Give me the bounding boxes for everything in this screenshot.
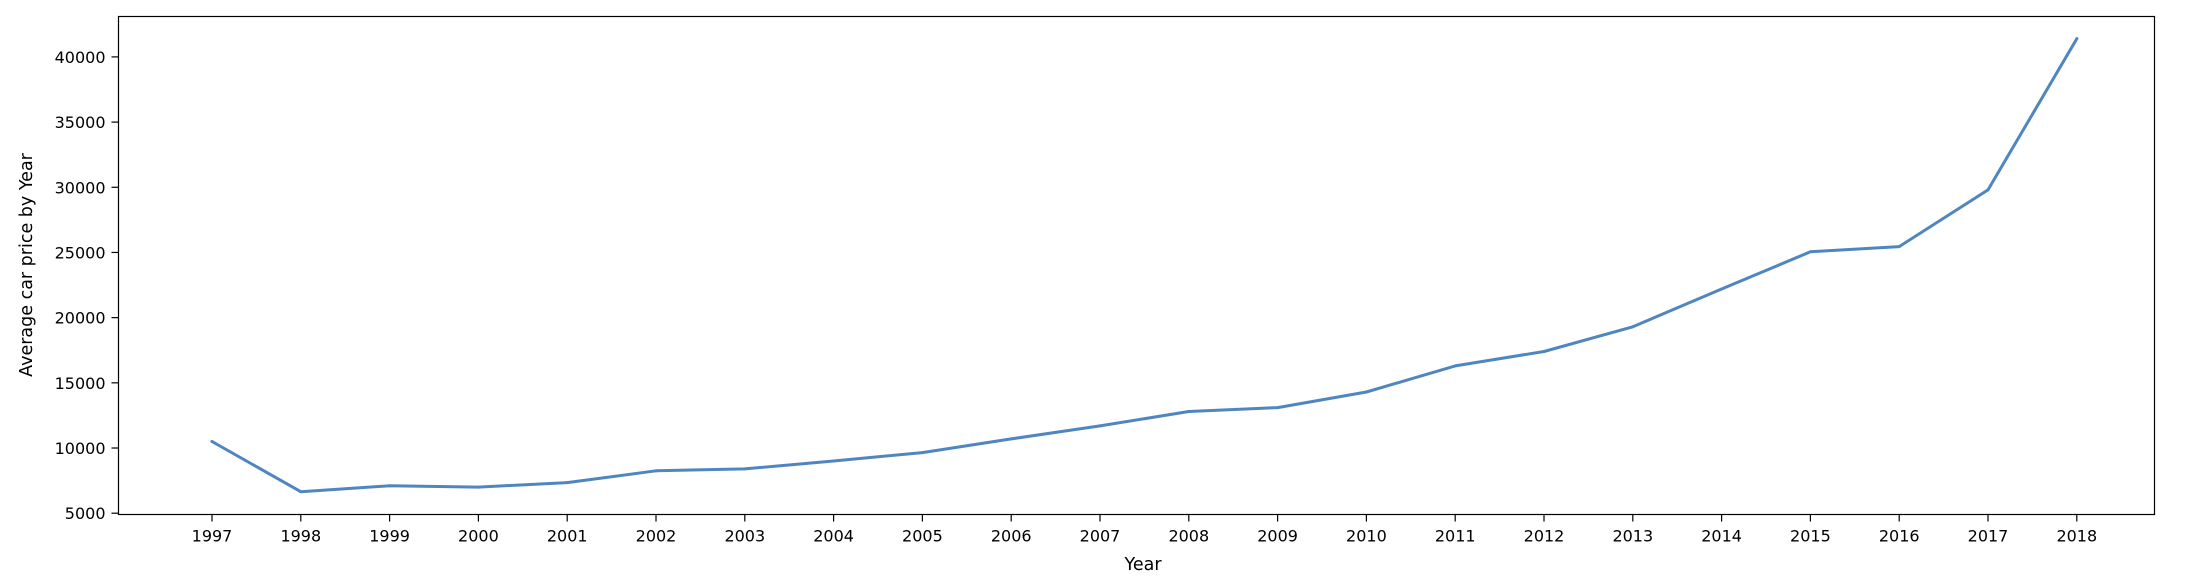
data-point bbox=[1897, 245, 1901, 249]
data-point bbox=[832, 459, 836, 463]
x-tick-label: 2012 bbox=[1524, 527, 1565, 546]
x-tick-label: 1997 bbox=[192, 527, 233, 546]
data-point bbox=[1276, 406, 1280, 410]
y-axis-title: Average car price by Year bbox=[17, 152, 37, 377]
x-tick-label: 2015 bbox=[1790, 527, 1831, 546]
x-tick-label: 2010 bbox=[1346, 527, 1387, 546]
x-tick-label: 2013 bbox=[1612, 527, 1653, 546]
x-tick-label: 2009 bbox=[1257, 527, 1298, 546]
y-tick-label: 25000 bbox=[55, 243, 106, 262]
y-tick-label: 15000 bbox=[55, 374, 106, 393]
data-point bbox=[1542, 350, 1546, 354]
x-tick-label: 2001 bbox=[547, 527, 588, 546]
x-tick-label: 2016 bbox=[1879, 527, 1920, 546]
x-tick-label: 2000 bbox=[458, 527, 499, 546]
x-tick-label: 2002 bbox=[636, 527, 677, 546]
x-tick-label: 2011 bbox=[1435, 527, 1476, 546]
y-tick-label: 35000 bbox=[55, 113, 106, 132]
x-tick-label: 2003 bbox=[724, 527, 765, 546]
data-point bbox=[2075, 37, 2079, 41]
x-tick-label: 2017 bbox=[1968, 527, 2009, 546]
data-point bbox=[1187, 410, 1191, 414]
data-point bbox=[920, 451, 924, 455]
x-tick-label: 2008 bbox=[1168, 527, 1209, 546]
data-point bbox=[1453, 364, 1457, 368]
data-point bbox=[1808, 250, 1812, 254]
data-point bbox=[743, 467, 747, 471]
x-tick-label: 2014 bbox=[1701, 527, 1742, 546]
data-point bbox=[1364, 390, 1368, 394]
data-point bbox=[1986, 188, 1990, 192]
y-tick-label: 10000 bbox=[55, 439, 106, 458]
data-point bbox=[210, 439, 214, 443]
x-tick-label: 2004 bbox=[813, 527, 854, 546]
data-point bbox=[565, 481, 569, 485]
x-axis-title: Year bbox=[1123, 555, 1162, 575]
y-tick-label: 5000 bbox=[65, 504, 106, 523]
y-tick-label: 40000 bbox=[55, 48, 106, 67]
data-point bbox=[1009, 437, 1013, 441]
x-axis-ticks: 1997 1998 1999 2000 2001 2002 2003 2004 2005 2006… bbox=[192, 514, 2097, 546]
data-point bbox=[1720, 287, 1724, 291]
x-tick-label: 1999 bbox=[369, 527, 410, 546]
y-axis-ticks: 5000 10000 15000 20000 25000 30000 35000 40000 bbox=[55, 48, 119, 523]
data-point bbox=[388, 484, 392, 488]
x-tick-label: 2018 bbox=[2056, 527, 2097, 546]
x-tick-label: 2007 bbox=[1080, 527, 1121, 546]
x-tick-label: 2005 bbox=[902, 527, 943, 546]
x-tick-label: 1998 bbox=[280, 527, 321, 546]
data-point bbox=[1098, 424, 1102, 428]
series-line bbox=[210, 37, 2079, 494]
data-point bbox=[1631, 325, 1635, 329]
y-tick-label: 30000 bbox=[55, 178, 106, 197]
series-group bbox=[210, 37, 2079, 494]
plot-frame bbox=[117, 15, 2156, 516]
x-tick-label: 2006 bbox=[991, 527, 1032, 546]
y-tick-label: 20000 bbox=[55, 309, 106, 328]
data-point bbox=[654, 469, 658, 473]
data-point bbox=[299, 490, 303, 494]
data-point bbox=[476, 485, 480, 489]
